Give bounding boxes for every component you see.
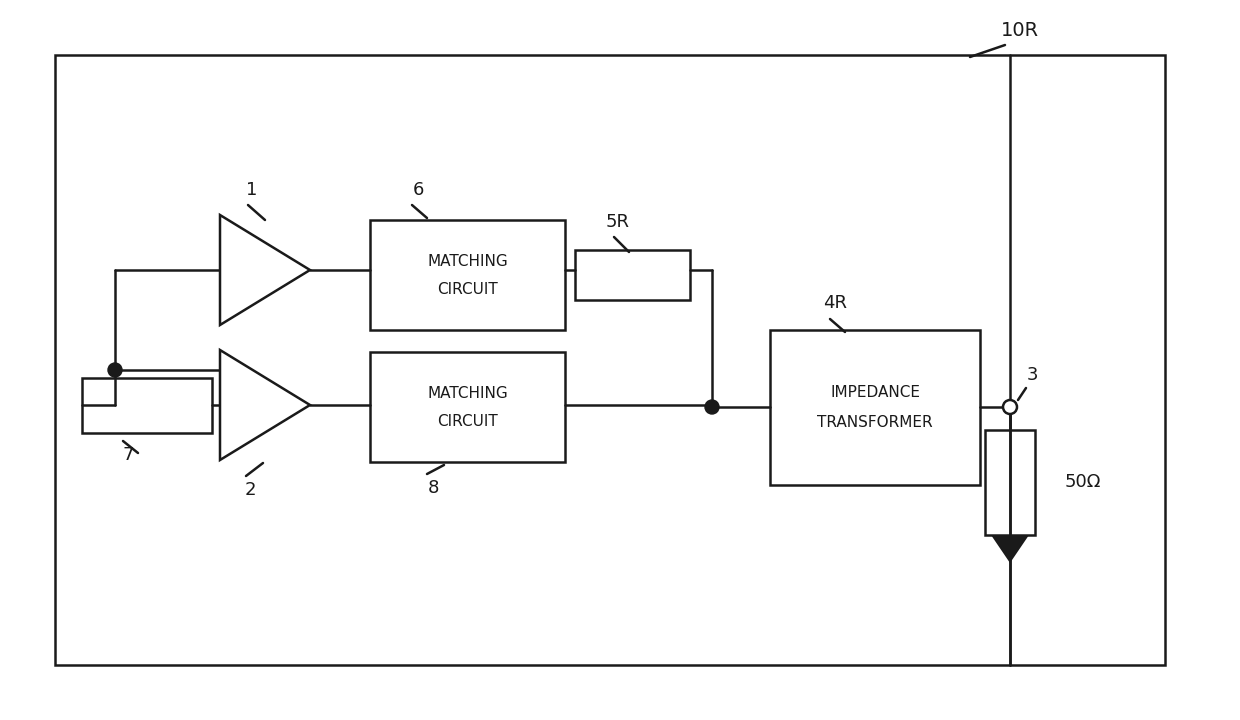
Bar <box>82 378 212 433</box>
Text: 7: 7 <box>123 446 134 464</box>
Bar <box>770 330 980 485</box>
Text: CIRCUIT: CIRCUIT <box>438 413 498 428</box>
Text: MATCHING: MATCHING <box>427 385 508 400</box>
Text: 50Ω: 50Ω <box>1065 473 1101 491</box>
Polygon shape <box>991 535 1029 563</box>
Text: CIRCUIT: CIRCUIT <box>438 282 498 297</box>
Bar <box>575 250 689 300</box>
Text: IMPEDANCE: IMPEDANCE <box>830 385 920 400</box>
Bar <box>370 220 565 330</box>
Text: 5R: 5R <box>606 213 630 231</box>
Text: 8: 8 <box>428 479 439 497</box>
Circle shape <box>1003 400 1017 414</box>
Text: TRANSFORMER: TRANSFORMER <box>817 415 932 430</box>
Text: 1: 1 <box>247 181 258 199</box>
Bar <box>370 352 565 462</box>
Polygon shape <box>219 350 310 460</box>
Text: 10R: 10R <box>1001 20 1039 40</box>
Bar <box>985 430 1035 535</box>
Circle shape <box>706 400 719 414</box>
Text: 6: 6 <box>413 181 424 199</box>
Text: 4R: 4R <box>823 294 847 312</box>
Text: 2: 2 <box>244 481 255 499</box>
Polygon shape <box>219 215 310 325</box>
Text: MATCHING: MATCHING <box>427 253 508 269</box>
Bar <box>55 55 1166 665</box>
Text: 3: 3 <box>1027 366 1038 384</box>
Circle shape <box>108 363 122 377</box>
